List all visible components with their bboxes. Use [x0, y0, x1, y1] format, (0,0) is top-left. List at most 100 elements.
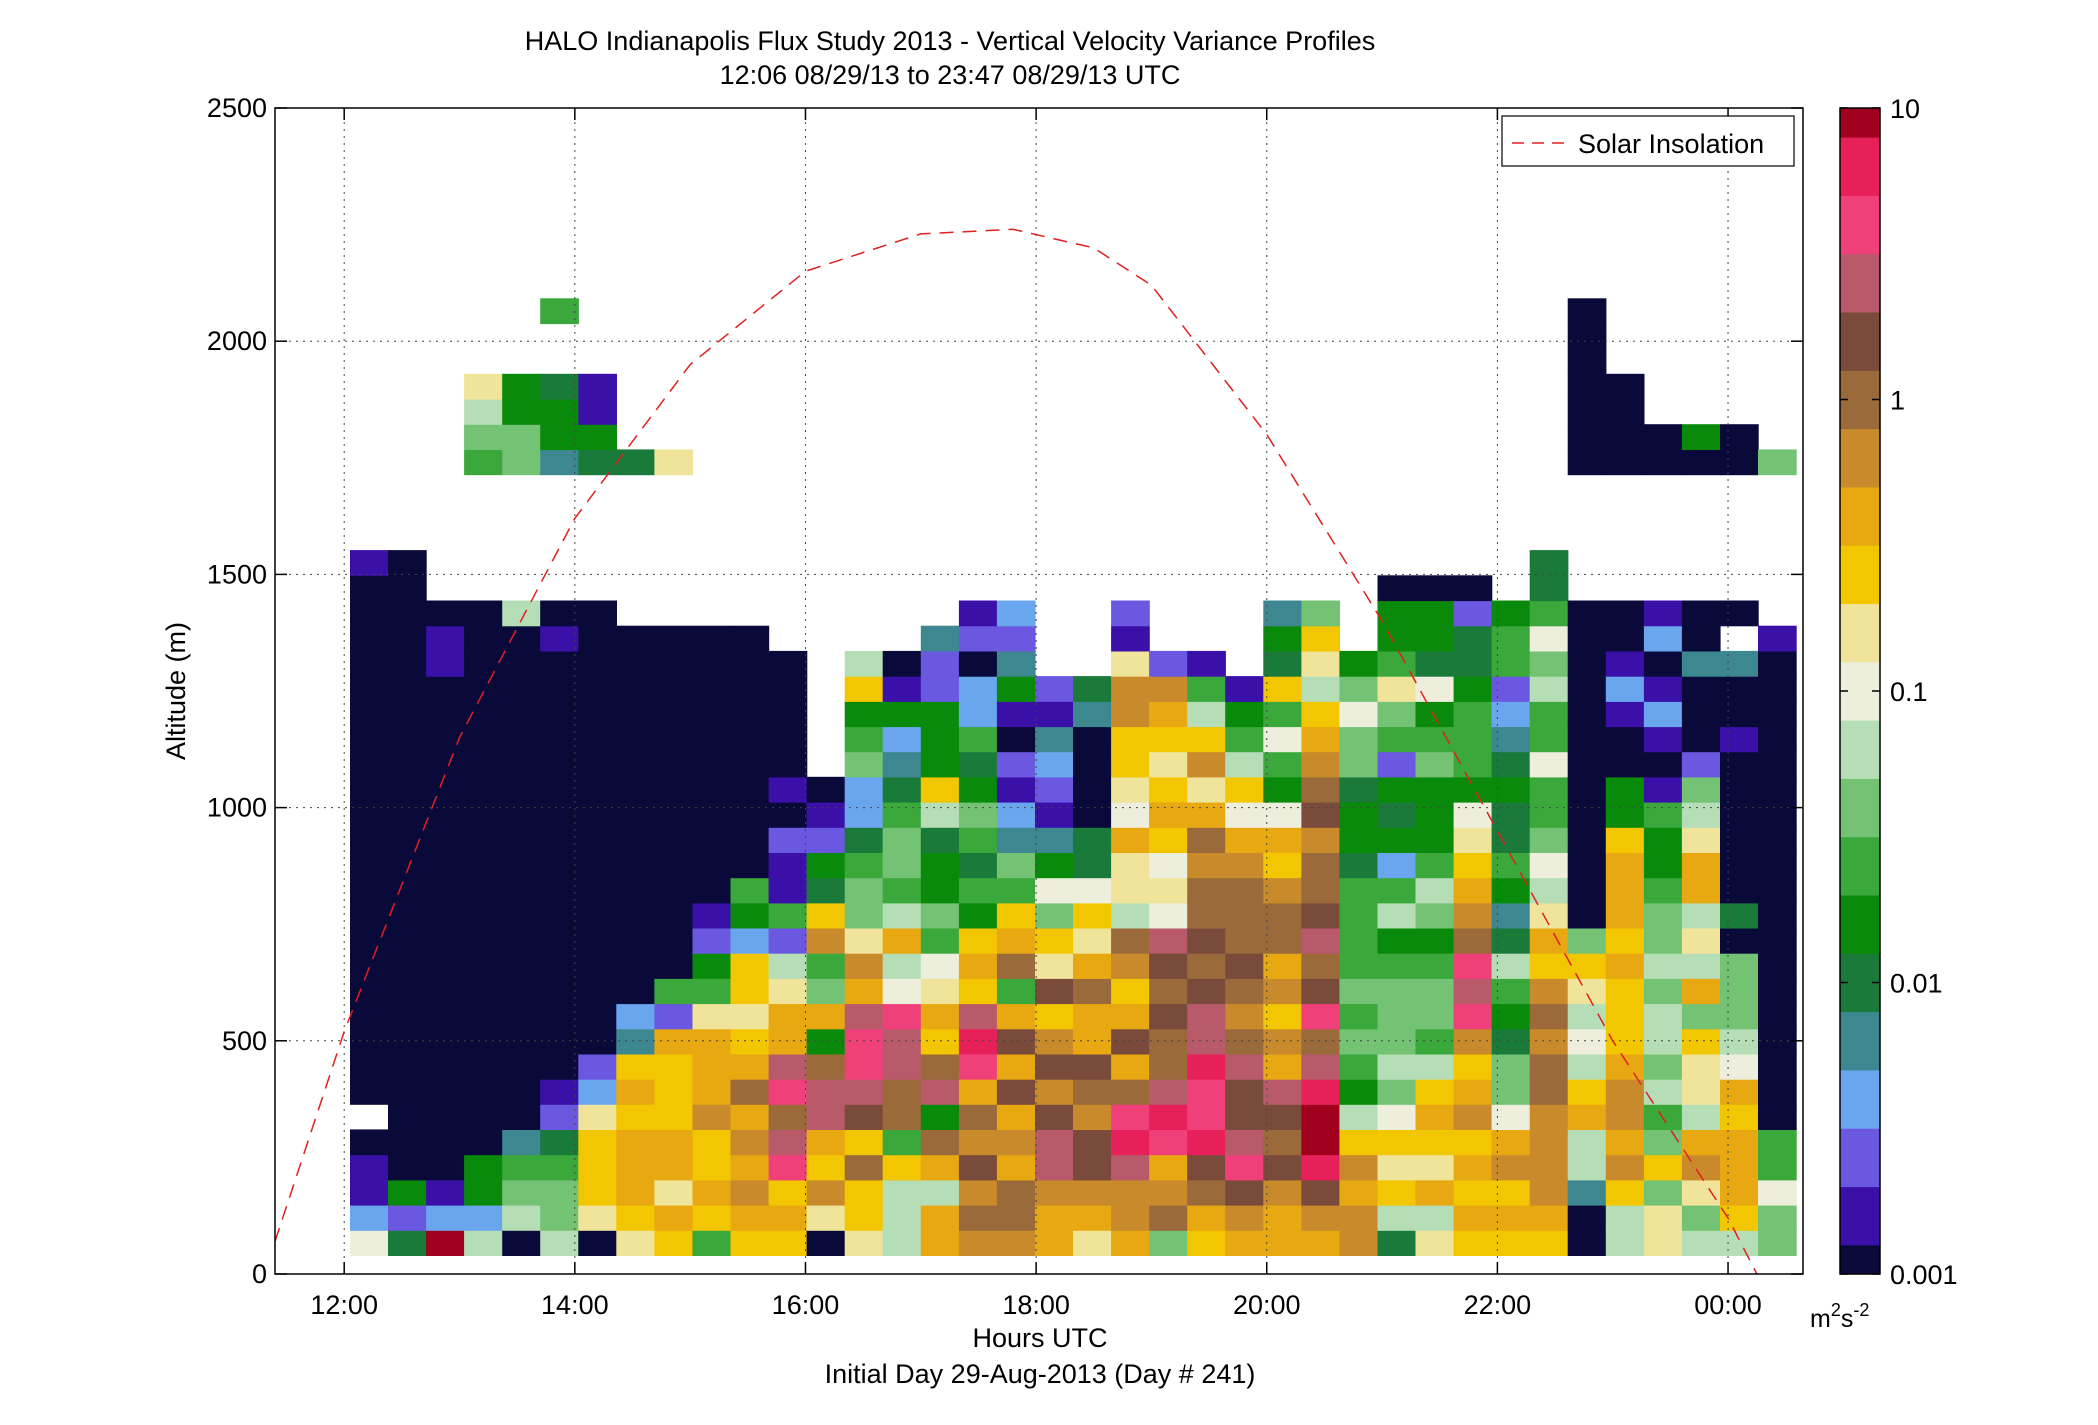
heatmap-cell	[1529, 751, 1569, 778]
heatmap-cell	[996, 1179, 1036, 1206]
heatmap-cell	[1149, 1179, 1188, 1206]
heatmap-cell	[1681, 1104, 1721, 1130]
heatmap-cell	[578, 701, 617, 728]
colorbar-segment	[1840, 521, 1880, 529]
heatmap-cell	[1643, 676, 1683, 702]
heatmap-cell	[1720, 927, 1759, 954]
heatmap-cell	[844, 701, 884, 728]
colorbar-segment	[1840, 358, 1880, 366]
heatmap-cell	[1187, 676, 1226, 702]
heatmap-cell	[1605, 1003, 1645, 1030]
heatmap-cell	[464, 776, 503, 803]
colorbar-segment	[1840, 626, 1880, 634]
heatmap-cell	[654, 1129, 694, 1156]
heatmap-cell	[1720, 877, 1759, 904]
heatmap-cell	[1643, 953, 1683, 979]
colorbar-segment	[1840, 667, 1880, 675]
heatmap-cell	[1491, 701, 1531, 728]
heatmap-cell	[692, 625, 732, 652]
heatmap-cell	[654, 1230, 694, 1256]
heatmap-cell	[1453, 600, 1493, 627]
heatmap-cell	[1035, 676, 1074, 702]
heatmap-cell	[540, 1053, 579, 1080]
colorbar-segment	[1840, 597, 1880, 605]
heatmap-cell	[1263, 1230, 1302, 1256]
colorbar-segment	[1840, 253, 1880, 261]
heatmap-cell	[1758, 1003, 1797, 1030]
heatmap-cell	[1491, 802, 1531, 828]
heatmap-cell	[1339, 751, 1379, 778]
heatmap-cell	[1415, 676, 1455, 702]
colorbar-segment	[1840, 387, 1880, 395]
heatmap-cell	[1529, 550, 1569, 576]
heatmap-cell	[1035, 802, 1074, 828]
colorbar-segment	[1840, 580, 1880, 587]
heatmap-cell	[350, 575, 389, 602]
heatmap-cell	[502, 1028, 541, 1055]
heatmap-cell	[616, 1053, 655, 1080]
heatmap-cell	[1111, 676, 1150, 702]
heatmap-cell	[1225, 1205, 1264, 1231]
heatmap-cell	[844, 802, 884, 828]
heatmap-cell	[1758, 776, 1797, 803]
heatmap-cell	[1453, 625, 1493, 652]
heatmap-cell	[654, 650, 694, 677]
heatmap-cell	[350, 650, 389, 677]
heatmap-cell	[578, 1053, 617, 1080]
heatmap-cell	[1111, 1205, 1150, 1231]
heatmap-cell	[1605, 877, 1645, 904]
heatmap-cell	[1529, 827, 1569, 853]
heatmap-cell	[806, 1179, 846, 1206]
heatmap-cell	[464, 953, 503, 979]
heatmap-cell	[768, 1179, 808, 1206]
heatmap-cell	[578, 625, 617, 652]
heatmap-cell	[1758, 1205, 1797, 1231]
heatmap-cell	[882, 877, 922, 904]
heatmap-cell	[996, 1053, 1036, 1080]
heatmap-cell	[920, 852, 960, 879]
colorbar-segment	[1840, 236, 1880, 243]
heatmap-cell	[388, 953, 427, 979]
heatmap-cell	[958, 877, 998, 904]
heatmap-cell	[920, 1205, 960, 1231]
heatmap-cell	[958, 751, 998, 778]
colorbar-segment	[1840, 1046, 1880, 1053]
heatmap-cell	[1035, 877, 1074, 904]
heatmap-cell	[1681, 978, 1721, 1005]
heatmap-cell	[806, 1104, 846, 1130]
heatmap-cell	[806, 1129, 846, 1156]
heatmap-cell	[464, 625, 503, 652]
heatmap-cell	[1149, 776, 1188, 803]
heatmap-cell	[1605, 373, 1645, 400]
heatmap-cell	[1415, 701, 1455, 728]
heatmap-cell	[920, 701, 960, 728]
colorbar-segment	[1840, 562, 1880, 570]
heatmap-cell	[616, 449, 655, 476]
colorbar-segment	[1840, 393, 1880, 400]
heatmap-cell	[654, 852, 694, 879]
heatmap-cell	[1681, 1179, 1721, 1206]
heatmap-cell	[502, 424, 541, 450]
heatmap-cell	[996, 827, 1036, 853]
heatmap-cell	[1415, 978, 1455, 1005]
heatmap-cell	[502, 1129, 541, 1156]
heatmap-cell	[1491, 1230, 1531, 1256]
heatmap-cell	[1073, 751, 1112, 778]
heatmap-cell	[388, 575, 427, 602]
heatmap-cell	[1681, 827, 1721, 853]
chart-subtitle: 12:06 08/29/13 to 23:47 08/29/13 UTC	[720, 60, 1181, 90]
heatmap-cell	[1491, 776, 1531, 803]
heatmap-cell	[1758, 726, 1797, 753]
heatmap-cell	[654, 902, 694, 929]
heatmap-cell	[1225, 676, 1264, 702]
heatmap-cell	[388, 1028, 427, 1055]
heatmap-cell	[730, 953, 770, 979]
heatmap-cell	[1225, 852, 1264, 879]
heatmap-cell	[654, 953, 694, 979]
colorbar-segment	[1840, 207, 1880, 214]
heatmap-cell	[1758, 449, 1797, 476]
legend[interactable]: Solar Insolation	[1501, 115, 1795, 167]
heatmap-cell	[1073, 953, 1112, 979]
heatmap-cell	[1643, 424, 1683, 450]
heatmap-cell	[1111, 776, 1150, 803]
